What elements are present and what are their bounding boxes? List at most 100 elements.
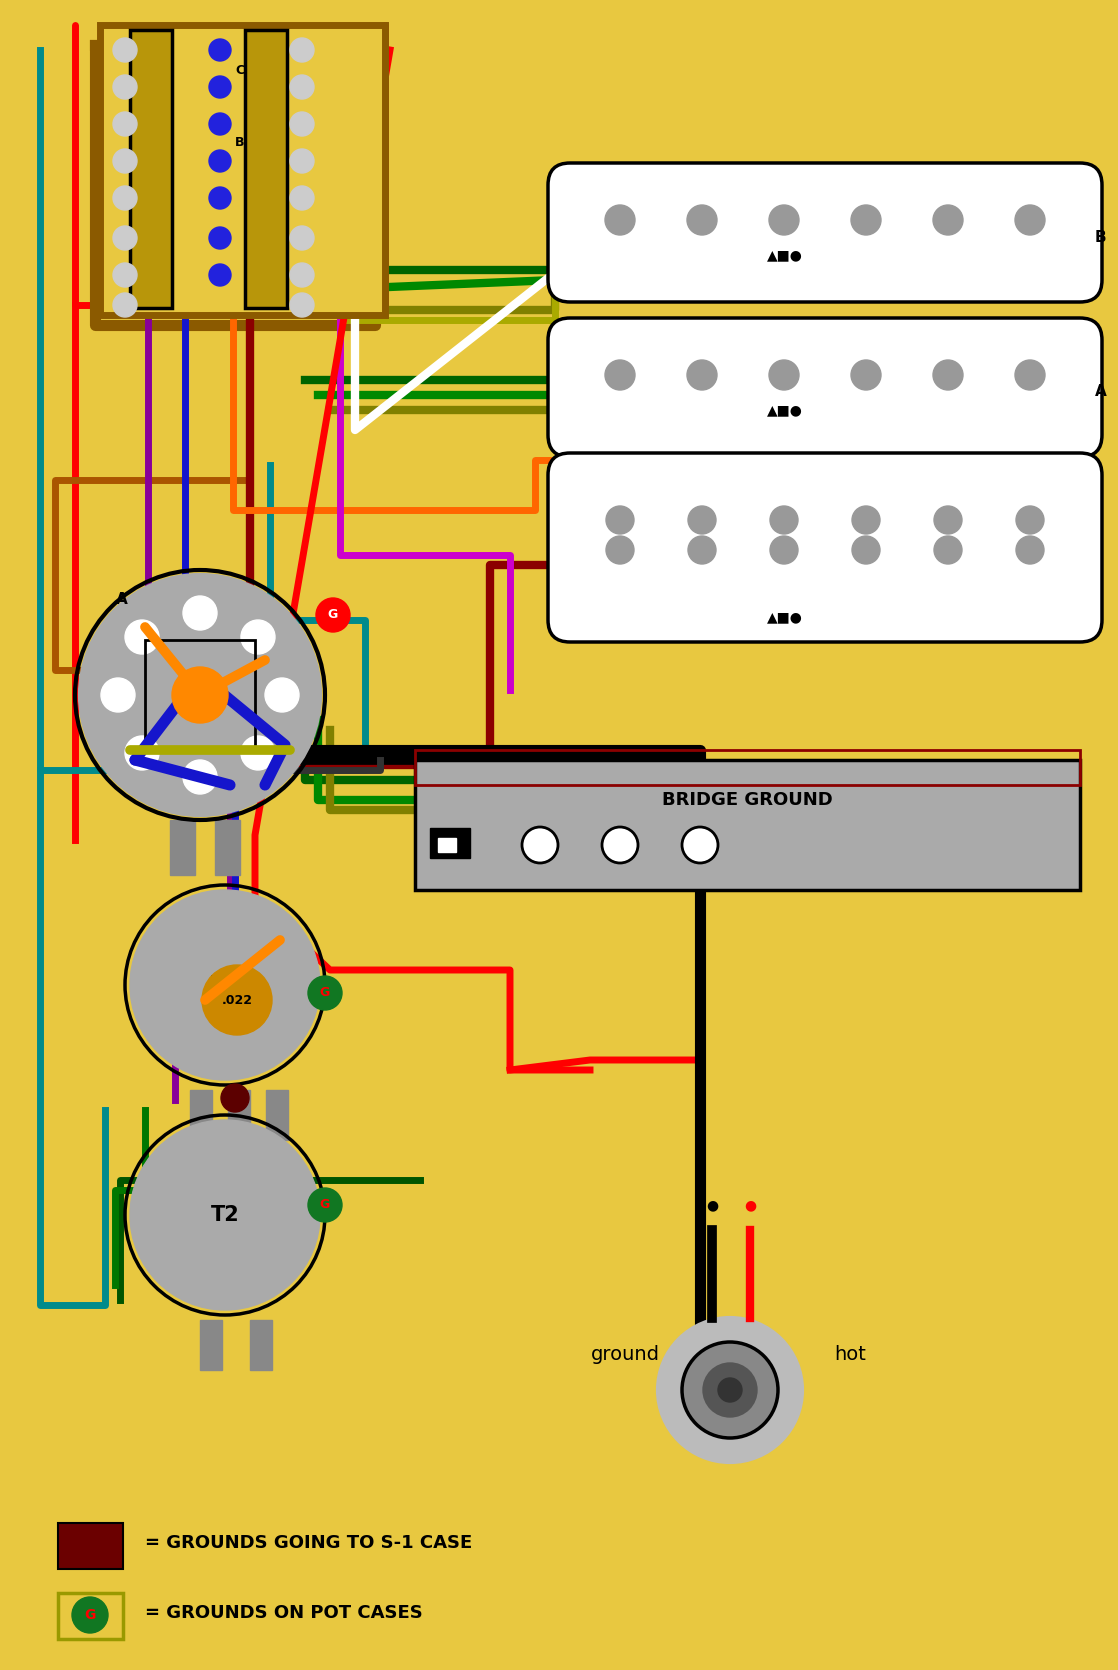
Circle shape	[113, 225, 138, 250]
Circle shape	[209, 264, 231, 286]
Circle shape	[290, 149, 314, 174]
Circle shape	[290, 38, 314, 62]
Bar	[430, 828, 470, 858]
Circle shape	[290, 225, 314, 250]
Circle shape	[1016, 536, 1044, 564]
Bar	[145, 640, 255, 750]
Bar	[415, 750, 1080, 785]
Circle shape	[72, 1597, 108, 1633]
Text: T1: T1	[210, 975, 239, 995]
Text: G: G	[84, 1608, 96, 1622]
Bar	[228, 1091, 250, 1141]
Bar	[190, 1091, 212, 1141]
Circle shape	[183, 760, 217, 793]
Circle shape	[113, 75, 138, 99]
Bar	[58, 1523, 123, 1570]
Circle shape	[852, 506, 880, 534]
Circle shape	[290, 75, 314, 99]
FancyBboxPatch shape	[548, 317, 1102, 458]
Text: hot: hot	[834, 1346, 866, 1364]
Circle shape	[769, 361, 799, 391]
Circle shape	[934, 205, 963, 235]
Circle shape	[265, 678, 299, 711]
FancyBboxPatch shape	[548, 453, 1102, 641]
Bar	[250, 1319, 272, 1369]
Circle shape	[769, 205, 799, 235]
Text: ●: ●	[743, 1197, 756, 1212]
Circle shape	[241, 736, 275, 770]
Circle shape	[851, 361, 881, 391]
Text: = GROUNDS GOING TO S-1 CASE: = GROUNDS GOING TO S-1 CASE	[145, 1535, 472, 1551]
Circle shape	[934, 361, 963, 391]
Bar	[130, 30, 172, 307]
Circle shape	[209, 114, 231, 135]
Circle shape	[718, 1378, 742, 1403]
Text: ground: ground	[590, 1346, 660, 1364]
Circle shape	[686, 205, 717, 235]
Circle shape	[688, 506, 716, 534]
Text: B: B	[235, 135, 245, 149]
Circle shape	[605, 205, 635, 235]
Circle shape	[770, 506, 798, 534]
Circle shape	[307, 975, 342, 1010]
Circle shape	[209, 227, 231, 249]
Circle shape	[682, 827, 718, 863]
Circle shape	[522, 827, 558, 863]
Bar	[266, 1091, 288, 1141]
Circle shape	[241, 620, 275, 655]
Circle shape	[290, 185, 314, 210]
Circle shape	[101, 678, 135, 711]
Circle shape	[113, 149, 138, 174]
Text: T2: T2	[210, 1206, 239, 1226]
Circle shape	[209, 38, 231, 62]
Circle shape	[125, 736, 159, 770]
Circle shape	[601, 827, 638, 863]
Text: B: B	[1095, 229, 1107, 244]
Circle shape	[770, 536, 798, 564]
Text: G: G	[328, 608, 338, 621]
Circle shape	[130, 1121, 320, 1309]
Bar	[245, 30, 287, 307]
Text: G: G	[320, 1199, 330, 1211]
FancyBboxPatch shape	[100, 25, 385, 316]
Circle shape	[113, 112, 138, 135]
Circle shape	[202, 965, 272, 1035]
Circle shape	[80, 574, 320, 815]
Circle shape	[113, 38, 138, 62]
Circle shape	[290, 112, 314, 135]
Text: G: G	[320, 987, 330, 1000]
Circle shape	[209, 77, 231, 99]
Circle shape	[852, 536, 880, 564]
Bar	[215, 820, 240, 875]
Circle shape	[221, 1084, 249, 1112]
Circle shape	[113, 262, 138, 287]
Bar	[58, 1593, 123, 1638]
Bar	[438, 838, 456, 852]
Text: BRIDGE GROUND: BRIDGE GROUND	[662, 792, 833, 808]
Circle shape	[682, 1343, 778, 1438]
Circle shape	[130, 890, 320, 1080]
Text: ▲■●: ▲■●	[767, 402, 803, 418]
Circle shape	[290, 262, 314, 287]
Circle shape	[113, 185, 138, 210]
Circle shape	[307, 1187, 342, 1222]
Circle shape	[703, 1363, 757, 1418]
Text: .022: .022	[221, 994, 253, 1007]
Circle shape	[934, 506, 961, 534]
Text: C: C	[236, 63, 245, 77]
Circle shape	[606, 536, 634, 564]
Circle shape	[1015, 205, 1045, 235]
Text: = GROUNDS ON POT CASES: = GROUNDS ON POT CASES	[145, 1603, 423, 1622]
FancyBboxPatch shape	[548, 164, 1102, 302]
Circle shape	[183, 596, 217, 630]
Bar	[415, 760, 1080, 890]
Bar	[170, 820, 195, 875]
Circle shape	[659, 1318, 802, 1461]
Text: ●: ●	[705, 1197, 718, 1212]
Text: ▲■●: ▲■●	[767, 610, 803, 625]
Circle shape	[172, 666, 228, 723]
Circle shape	[316, 598, 350, 631]
Circle shape	[605, 361, 635, 391]
Circle shape	[113, 292, 138, 317]
Bar	[200, 1319, 222, 1369]
